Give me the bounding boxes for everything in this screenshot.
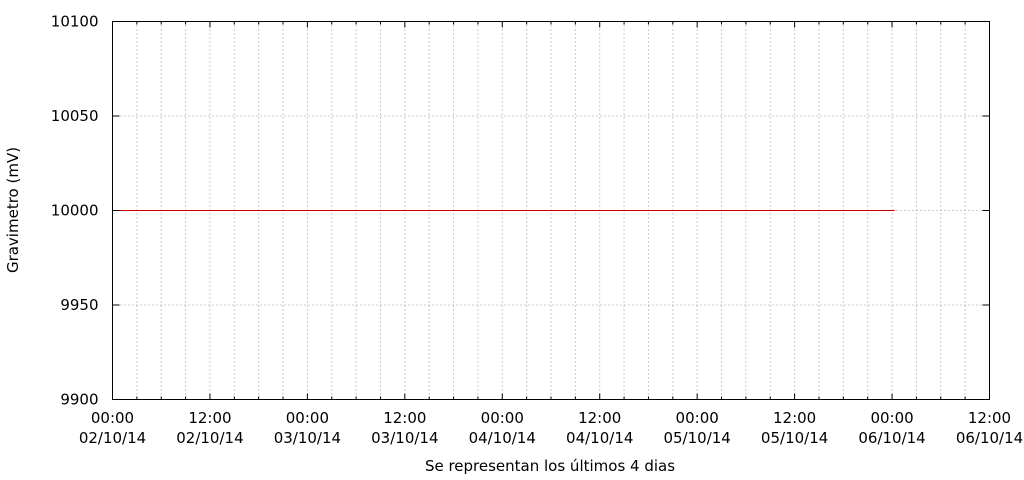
y-tick-label: 9950 <box>60 296 98 314</box>
x-tick-label-time: 00:00 <box>676 409 719 427</box>
y-axis: 9900 9950 10000 10050 10100 <box>51 13 990 409</box>
x-tick-label-date: 03/10/14 <box>371 429 438 447</box>
x-tick-label-date: 03/10/14 <box>274 429 341 447</box>
x-tick-label-time: 00:00 <box>91 409 134 427</box>
x-tick-label-date: 06/10/14 <box>956 429 1023 447</box>
y-axis-title: Gravimetro (mV) <box>4 147 22 273</box>
x-tick-label-date: 02/10/14 <box>79 429 146 447</box>
x-tick-label-time: 12:00 <box>968 409 1011 427</box>
x-tick-label-time: 00:00 <box>870 409 913 427</box>
y-tick-label: 9900 <box>60 391 98 409</box>
x-tick-label-time: 12:00 <box>578 409 621 427</box>
y-tick-label: 10000 <box>51 202 99 220</box>
x-tick-label-time: 12:00 <box>383 409 426 427</box>
x-tick-label-date: 05/10/14 <box>761 429 828 447</box>
y-tick-label: 10100 <box>51 13 99 31</box>
x-axis-title: Se representan los últimos 4 dias <box>425 457 675 475</box>
x-tick-label-date: 06/10/14 <box>858 429 925 447</box>
x-tick-label-date: 05/10/14 <box>663 429 730 447</box>
x-tick-label-time: 12:00 <box>188 409 231 427</box>
x-tick-label-date: 02/10/14 <box>176 429 243 447</box>
x-tick-label-time: 00:00 <box>286 409 329 427</box>
x-axis: 00:00 02/10/14 12:00 02/10/14 00:00 03/10/14 1… <box>79 21 1023 447</box>
x-tick-label-date: 04/10/14 <box>469 429 536 447</box>
x-tick-label-time: 12:00 <box>773 409 816 427</box>
y-tick-label: 10050 <box>51 107 99 125</box>
x-tick-label-time: 00:00 <box>481 409 524 427</box>
x-tick-label-date: 04/10/14 <box>566 429 633 447</box>
